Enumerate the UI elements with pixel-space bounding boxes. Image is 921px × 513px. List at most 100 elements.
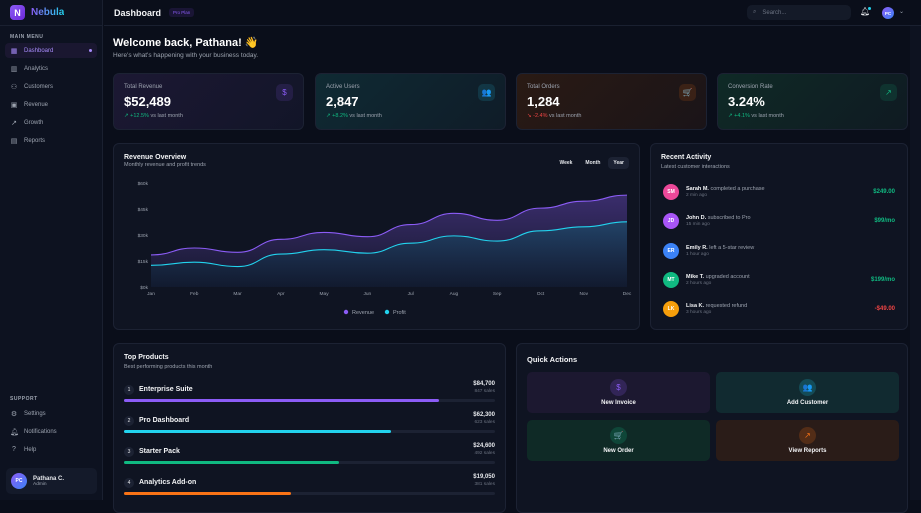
avatar: MT — [663, 272, 679, 288]
revenue-overview-card: Revenue Overview Monthly revenue and pro… — [113, 143, 640, 330]
x-tick-label: Sep — [493, 291, 502, 297]
product-sales: 492 sales — [474, 451, 495, 456]
product-revenue: $24,600 — [473, 443, 495, 449]
x-tick-label: Feb — [190, 291, 199, 297]
bell-icon[interactable]: 🔔︎ — [860, 7, 870, 16]
product-row[interactable]: 2 Pro Dashboard $62,300 623 sales — [124, 412, 495, 436]
sidebar-item-reports[interactable]: ▤ Reports — [5, 133, 97, 148]
sidebar-item-customers[interactable]: ⚇Customers — [5, 79, 97, 94]
main-menu-label: MAIN MENU — [0, 34, 102, 40]
search-input[interactable]: ⌕ Search... — [747, 5, 851, 20]
stat-label: Total Orders — [527, 84, 696, 90]
x-tick-label: Aug — [450, 291, 459, 297]
quick-action-new-invoice[interactable]: $ New Invoice — [527, 372, 710, 413]
stat-change-suffix: vs last month — [549, 113, 581, 119]
sidebar-item-label: Notifications — [24, 429, 57, 435]
activity-item[interactable]: ER Emily R. left a 5-star review 1 hour … — [663, 242, 895, 260]
x-tick-label: Apr — [277, 291, 285, 297]
product-progress-fill — [124, 492, 291, 495]
support-label: SUPPORT — [0, 396, 48, 402]
sidebar-item-revenue[interactable]: ▣Revenue — [5, 97, 97, 112]
activity-action: completed a purchase — [710, 186, 764, 192]
activity-amount: $99/mo — [874, 218, 895, 224]
sidebar-item-label: Analytics — [24, 66, 48, 72]
quick-action-view-reports[interactable]: ↗ View Reports — [716, 420, 899, 461]
x-tick-label: Mar — [233, 291, 242, 297]
stat-label: Total Revenue — [124, 84, 293, 90]
activity-time: 3 hours ago — [686, 310, 747, 315]
sidebar-item-label: Customers — [24, 84, 53, 90]
activity-item[interactable]: SM Sarah M. completed a purchase 2 min a… — [663, 183, 895, 201]
sidebar-item-label: Settings — [24, 411, 46, 417]
stat-icon: ↗ — [880, 84, 897, 101]
x-tick-label: May — [320, 291, 330, 297]
product-revenue: $84,700 — [473, 381, 495, 387]
activity-item[interactable]: MT Mike T. upgraded account 2 hours ago … — [663, 271, 895, 289]
x-tick-label: Nov — [579, 291, 588, 297]
sidebar-item-notifications[interactable]: 🔔︎Notifications — [5, 424, 98, 439]
stat-label: Conversion Rate — [728, 84, 897, 90]
sidebar-item-help[interactable]: ?Help — [5, 442, 98, 457]
product-progress-bar — [124, 492, 495, 495]
product-row[interactable]: 4 Analytics Add-on $19,050 381 sales — [124, 474, 495, 498]
logo[interactable]: N Nebula — [0, 0, 102, 26]
header-avatar[interactable]: PC — [882, 7, 894, 19]
products-title: Top Products — [124, 354, 495, 361]
legend-swatch — [344, 310, 348, 314]
help-icon: ? — [10, 446, 18, 453]
activity-item[interactable]: JD John D. subscribed to Pro 15 min ago … — [663, 212, 895, 230]
activity-action: requested refund — [706, 303, 748, 309]
user-profile[interactable]: PC Pathana C. Admin — [6, 468, 97, 494]
stat-value: $52,489 — [124, 94, 293, 109]
activity-time: 2 min ago — [686, 193, 765, 198]
plan-badge: Pro Plan — [169, 8, 194, 17]
file-icon: ▤ — [10, 137, 18, 145]
activity-time: 15 min ago — [686, 222, 751, 227]
product-name: Analytics Add-on — [139, 479, 196, 486]
stat-change-suffix: vs last month — [751, 113, 783, 119]
chevron-down-icon[interactable]: ⌄ — [899, 8, 904, 15]
avatar: PC — [11, 473, 27, 489]
avatar: SM — [663, 184, 679, 200]
stat-card-total-revenue: Total Revenue $52,489 ↗ +12.5% vs last m… — [113, 73, 304, 130]
quick-action-new-order[interactable]: 🛒 New Order — [527, 420, 710, 461]
active-dot — [89, 49, 92, 52]
product-rank: 4 — [124, 478, 134, 488]
product-row[interactable]: 1 Enterprise Suite $84,700 847 sales — [124, 381, 495, 405]
activity-action: left a 5-star review — [709, 245, 754, 251]
activity-name: Mike T. — [686, 274, 704, 280]
trending-up-icon: ↗ — [728, 113, 733, 119]
stat-change: -2.4% — [533, 113, 547, 119]
quick-action-add-customer[interactable]: 👥 Add Customer — [716, 372, 899, 413]
user-name: Pathana C. — [33, 476, 64, 482]
scrollbar[interactable] — [910, 26, 921, 500]
top-products-card: Top Products Best performing products th… — [113, 343, 506, 513]
search-placeholder: Search... — [762, 10, 786, 16]
activity-time: 2 hours ago — [686, 281, 750, 286]
stat-value: 1,284 — [527, 94, 696, 109]
sidebar-item-label: Reports — [24, 138, 45, 144]
product-row[interactable]: 3 Starter Pack $24,600 492 sales — [124, 443, 495, 467]
avatar: ER — [663, 243, 679, 259]
sidebar-item-growth[interactable]: ↗Growth — [5, 115, 97, 130]
bar-chart-icon: ▥ — [10, 65, 18, 73]
sidebar-item-settings[interactable]: ⚙Settings — [5, 406, 98, 421]
stat-change: +4.1% — [734, 113, 750, 119]
wallet-icon: ▣ — [10, 101, 18, 109]
stat-label: Active Users — [326, 84, 495, 90]
product-name: Pro Dashboard — [139, 417, 189, 424]
activity-item[interactable]: LK Lisa K. requested refund 3 hours ago … — [663, 300, 895, 318]
activity-name: Sarah M. — [686, 186, 709, 192]
quick-action-icon: 👥 — [799, 379, 816, 396]
avatar: LK — [663, 301, 679, 317]
sidebar-item-dashboard[interactable]: ▦Dashboard — [5, 43, 97, 58]
notification-dot — [868, 7, 871, 10]
sidebar-item-analytics[interactable]: ▥ Analytics — [5, 61, 97, 76]
product-revenue: $19,050 — [473, 474, 495, 480]
product-progress-fill — [124, 461, 339, 464]
product-name: Enterprise Suite — [139, 386, 193, 393]
y-tick-label: $0k — [140, 285, 148, 291]
legend-label: Profit — [393, 310, 406, 316]
x-tick-label: Oct — [537, 291, 545, 297]
recent-activity-card: Recent Activity Latest customer interact… — [650, 143, 908, 330]
